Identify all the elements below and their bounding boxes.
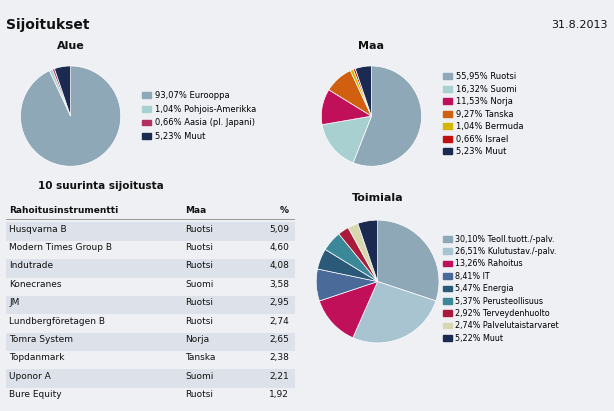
Text: Tanska: Tanska [185, 353, 216, 362]
FancyBboxPatch shape [6, 351, 295, 369]
Text: 31.8.2013: 31.8.2013 [551, 20, 608, 30]
Text: 4,60: 4,60 [269, 243, 289, 252]
Text: Husqvarna B: Husqvarna B [9, 225, 67, 234]
Text: 2,74: 2,74 [269, 316, 289, 326]
Text: Ruotsi: Ruotsi [185, 316, 213, 326]
Text: 2,65: 2,65 [269, 335, 289, 344]
Text: %: % [280, 206, 289, 215]
Text: 4,08: 4,08 [269, 261, 289, 270]
Text: 2,95: 2,95 [269, 298, 289, 307]
Text: Norja: Norja [185, 335, 209, 344]
Wedge shape [317, 249, 378, 282]
Legend: 55,95% Ruotsi, 16,32% Suomi, 11,53% Norja, 9,27% Tanska, 1,04% Bermuda, 0,66% Is: 55,95% Ruotsi, 16,32% Suomi, 11,53% Norj… [443, 72, 523, 156]
Text: Ruotsi: Ruotsi [185, 261, 213, 270]
Text: Suomi: Suomi [185, 372, 214, 381]
Legend: 30,10% Teoll.tuott./-palv., 26,51% Kulutustav./-palv., 13,26% Rahoitus, 8,41% IT: 30,10% Teoll.tuott./-palv., 26,51% Kulut… [443, 235, 559, 343]
Text: Suomi: Suomi [185, 280, 214, 289]
Title: Alue: Alue [56, 41, 85, 51]
Wedge shape [325, 234, 378, 282]
Wedge shape [55, 66, 71, 116]
Wedge shape [316, 269, 378, 301]
Text: Sijoitukset: Sijoitukset [6, 18, 90, 32]
Wedge shape [353, 282, 436, 343]
Text: 2,38: 2,38 [269, 353, 289, 362]
Text: 10 suurinta sijoitusta: 10 suurinta sijoitusta [39, 181, 165, 191]
Text: Konecranes: Konecranes [9, 280, 61, 289]
Text: Maa: Maa [185, 206, 206, 215]
Text: Lundbergföretagen B: Lundbergföretagen B [9, 316, 105, 326]
Text: Ruotsi: Ruotsi [185, 225, 213, 234]
Text: 5,09: 5,09 [269, 225, 289, 234]
Text: Ruotsi: Ruotsi [185, 390, 213, 399]
Wedge shape [319, 282, 378, 338]
Wedge shape [353, 69, 371, 116]
Wedge shape [378, 220, 439, 301]
Text: Tomra System: Tomra System [9, 335, 73, 344]
Text: 3,58: 3,58 [269, 280, 289, 289]
Legend: 93,07% Eurooppa, 1,04% Pohjois-Amerikka, 0,66% Aasia (pl. Japani), 5,23% Muut: 93,07% Eurooppa, 1,04% Pohjois-Amerikka,… [142, 91, 256, 141]
Text: Ruotsi: Ruotsi [185, 298, 213, 307]
Text: 1,92: 1,92 [269, 390, 289, 399]
FancyBboxPatch shape [6, 332, 295, 351]
Text: Bure Equity: Bure Equity [9, 390, 61, 399]
FancyBboxPatch shape [6, 259, 295, 277]
Text: Topdanmark: Topdanmark [9, 353, 64, 362]
Wedge shape [348, 224, 378, 282]
Wedge shape [50, 69, 71, 116]
Text: Ruotsi: Ruotsi [185, 243, 213, 252]
Text: Rahoitusinstrumentti: Rahoitusinstrumentti [9, 206, 119, 215]
FancyBboxPatch shape [6, 388, 295, 406]
FancyBboxPatch shape [6, 241, 295, 259]
Text: Modern Times Group B: Modern Times Group B [9, 243, 112, 252]
Wedge shape [339, 228, 378, 282]
FancyBboxPatch shape [6, 369, 295, 388]
Wedge shape [322, 116, 371, 163]
Wedge shape [356, 66, 371, 116]
Title: Maa: Maa [359, 41, 384, 51]
Text: Indutrade: Indutrade [9, 261, 53, 270]
FancyBboxPatch shape [6, 222, 295, 241]
Text: 2,21: 2,21 [269, 372, 289, 381]
Wedge shape [353, 66, 422, 166]
Text: JM: JM [9, 298, 20, 307]
FancyBboxPatch shape [6, 277, 295, 296]
Text: Uponor A: Uponor A [9, 372, 51, 381]
Title: Toimiala: Toimiala [352, 193, 403, 203]
Wedge shape [351, 69, 371, 116]
Wedge shape [20, 66, 121, 166]
FancyBboxPatch shape [6, 296, 295, 314]
Wedge shape [329, 71, 371, 116]
Wedge shape [321, 90, 371, 125]
Wedge shape [358, 220, 378, 282]
Wedge shape [52, 69, 71, 116]
FancyBboxPatch shape [6, 314, 295, 332]
